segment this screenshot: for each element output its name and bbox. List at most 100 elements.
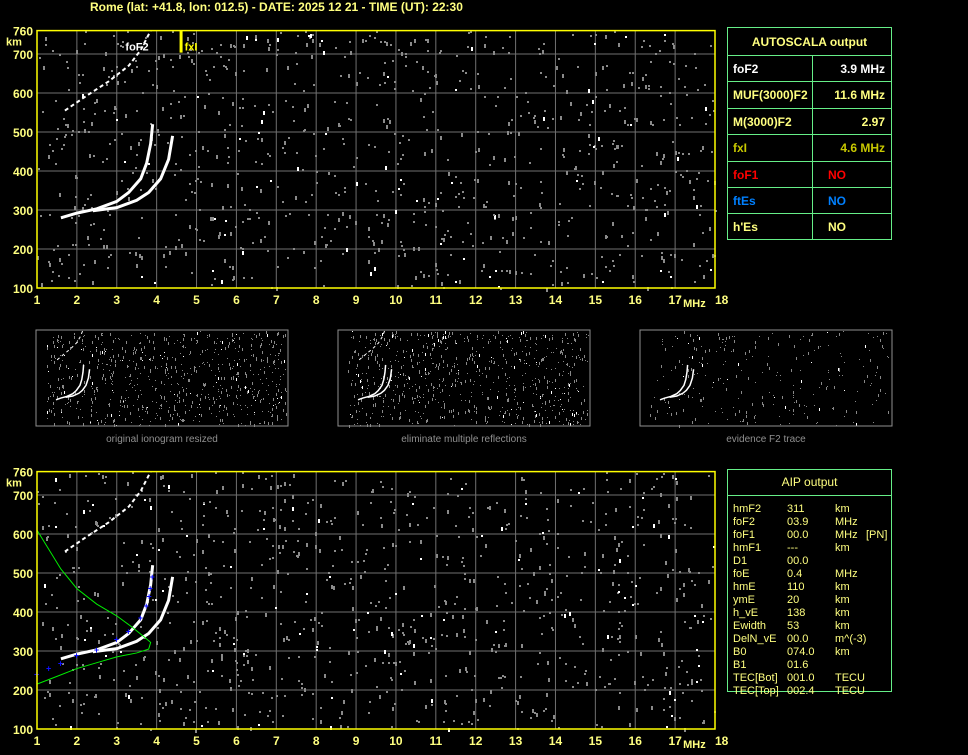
noise-dot: [212, 270, 214, 272]
noise-dot: [472, 353, 473, 356]
noise-dot: [664, 40, 666, 42]
noise-dot: [530, 347, 531, 348]
noise-dot: [76, 50, 78, 54]
noise-dot: [215, 632, 217, 634]
noise-dot: [136, 154, 138, 156]
noise-dot: [67, 624, 69, 626]
noise-dot: [383, 406, 384, 407]
noise-dot: [367, 379, 368, 382]
noise-dot: [611, 193, 613, 195]
noise-dot: [369, 394, 370, 395]
noise-dot: [570, 397, 571, 398]
noise-dot: [738, 398, 739, 399]
noise-dot: [796, 357, 797, 360]
noise-dot: [78, 586, 80, 588]
noise-dot: [152, 401, 153, 402]
noise-dot: [136, 350, 137, 351]
noise-dot: [566, 267, 568, 269]
noise-dot: [425, 39, 427, 41]
noise-dot: [523, 331, 524, 334]
noise-dot: [435, 204, 437, 206]
noise-dot: [177, 402, 178, 403]
noise-dot: [59, 489, 61, 491]
noise-dot: [552, 335, 553, 336]
noise-dot: [833, 407, 834, 410]
noise-dot: [112, 381, 113, 382]
noise-dot: [219, 232, 221, 236]
noise-dot: [289, 484, 291, 486]
noise-dot: [347, 726, 349, 728]
x-tick-label: 2: [74, 293, 81, 307]
noise-dot: [393, 390, 394, 391]
noise-dot: [318, 622, 320, 624]
x-tick-label: 18: [715, 293, 729, 307]
noise-dot: [511, 366, 512, 367]
noise-dot: [637, 524, 639, 526]
noise-dot: [72, 130, 74, 132]
noise-dot: [150, 506, 152, 510]
noise-dot: [741, 370, 742, 371]
x-tick-label: 9: [353, 734, 360, 748]
noise-dot: [185, 411, 186, 414]
noise-dot: [819, 408, 820, 411]
noise-dot: [553, 715, 555, 719]
noise-dot: [204, 384, 205, 387]
noise-dot: [244, 714, 246, 716]
noise-dot: [637, 603, 639, 605]
noise-dot: [65, 134, 67, 136]
noise-dot: [568, 343, 569, 344]
noise-dot: [880, 389, 881, 392]
noise-dot: [416, 720, 418, 722]
noise-dot: [540, 492, 542, 494]
x-mode-trace: [92, 135, 175, 213]
noise-dot: [739, 410, 740, 413]
noise-dot: [560, 271, 562, 273]
noise-dot: [668, 271, 670, 273]
noise-dot: [525, 490, 527, 494]
thumbnail-trace: [669, 369, 695, 398]
noise-dot: [384, 62, 386, 64]
noise-dot: [165, 266, 167, 268]
noise-dot: [654, 200, 656, 202]
noise-dot: [639, 577, 641, 579]
noise-dot: [226, 68, 228, 70]
noise-dot: [224, 234, 226, 236]
noise-dot: [814, 350, 815, 351]
noise-dot: [560, 406, 561, 407]
noise-dot: [733, 349, 734, 352]
noise-dot: [181, 244, 183, 248]
noise-dot: [469, 579, 471, 583]
noise-dot: [219, 371, 220, 372]
noise-dot: [540, 181, 542, 183]
noise-dot: [547, 519, 549, 521]
noise-dot: [144, 366, 145, 369]
noise-dot: [44, 697, 46, 699]
noise-dot: [412, 349, 413, 352]
y-tick-label: 760: [13, 25, 33, 39]
noise-dot: [92, 281, 94, 285]
noise-dot: [126, 572, 128, 574]
noise-dot: [198, 131, 200, 133]
noise-dot: [885, 393, 886, 394]
aip-param-value: 01.6: [787, 659, 809, 671]
noise-dot: [445, 336, 446, 339]
noise-dot: [864, 380, 865, 383]
noise-dot: [427, 71, 429, 73]
noise-dot: [193, 721, 195, 723]
noise-dot: [185, 347, 186, 348]
noise-dot: [557, 499, 559, 503]
noise-dot: [383, 400, 384, 403]
noise-dot: [167, 612, 169, 614]
noise-dot: [441, 407, 442, 408]
noise-dot: [356, 410, 357, 413]
noise-dot: [142, 352, 143, 353]
noise-dot: [482, 392, 483, 393]
noise-dot: [205, 567, 207, 569]
noise-dot: [562, 338, 563, 339]
noise-dot: [362, 524, 364, 526]
noise-dot: [430, 613, 432, 617]
noise-dot: [61, 336, 62, 339]
noise-dot: [584, 673, 586, 675]
noise-dot: [455, 89, 457, 91]
noise-dot: [211, 413, 212, 414]
